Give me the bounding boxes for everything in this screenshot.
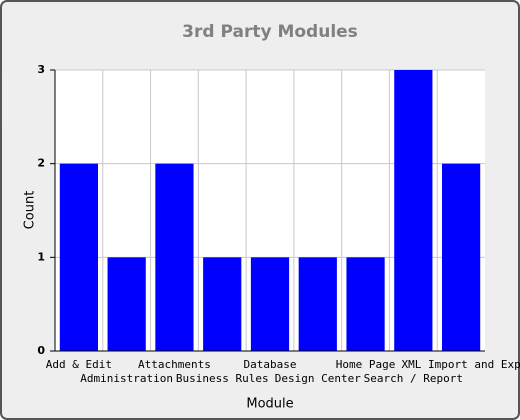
y-tick-label: 2 xyxy=(37,157,45,170)
x-tick-label: Search / Report xyxy=(364,372,463,385)
x-tick-label: Attachments xyxy=(138,358,211,371)
bar xyxy=(298,257,337,351)
bar xyxy=(155,163,194,351)
y-axis-label: Count xyxy=(23,191,38,230)
bar xyxy=(442,163,481,351)
bar xyxy=(250,257,290,351)
bar xyxy=(59,163,98,351)
x-axis-label: Module xyxy=(246,397,293,412)
y-tick-label: 3 xyxy=(37,63,45,76)
y-tick-label: 1 xyxy=(37,250,45,263)
x-tick-label: XML Import and Exp xyxy=(402,358,520,371)
bar xyxy=(346,257,385,351)
x-tick-label: Administration xyxy=(80,372,173,385)
x-tick-label: Home Page xyxy=(336,358,396,371)
x-tick-label: Design Center xyxy=(275,372,361,385)
y-tick-label: 0 xyxy=(37,344,45,357)
bar xyxy=(394,70,433,351)
bar xyxy=(203,257,242,351)
x-tick-label: Business Rules xyxy=(176,372,269,385)
x-tick-label: Database xyxy=(244,358,297,371)
bar xyxy=(107,257,146,351)
chart-title: 3rd Party Modules xyxy=(182,22,358,42)
x-tick-label: Add & Edit xyxy=(46,358,112,371)
